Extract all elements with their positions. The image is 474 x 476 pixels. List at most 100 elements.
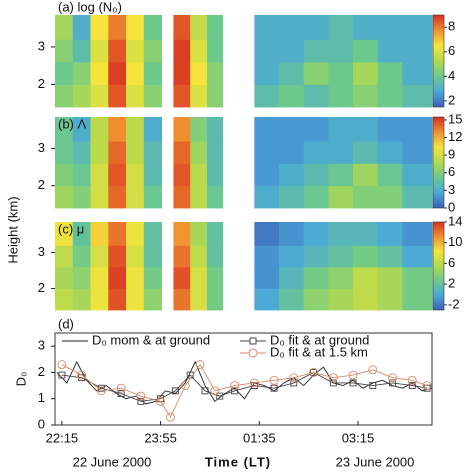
marker [422,381,432,391]
heat-cell [108,245,127,268]
heat-cell [126,288,145,311]
heat-cell [254,39,280,63]
heat-cell [190,288,208,311]
marker [216,392,224,400]
heat-cell [353,117,379,142]
heat-cell [353,222,379,246]
heat-cell [402,84,433,108]
heat-cell [303,288,329,311]
heat-cell [108,117,127,142]
heat-cell [402,61,433,85]
heat-cell [72,185,91,209]
heat-cell [190,61,208,85]
heat-cell [190,245,208,268]
legend-marker [249,337,257,345]
heat-cell [143,288,162,311]
heat-cell [55,141,74,164]
heat-cell [402,185,433,209]
heat-cell [328,141,354,164]
heat-cell [353,288,379,311]
y-tick-label: 3 [38,338,45,353]
heat-cell [190,222,208,246]
marker [408,382,416,390]
heat-cell [90,185,109,209]
marker [290,379,298,387]
marker [328,373,338,383]
heat-cell [402,222,433,246]
marker [166,412,175,422]
heat-cell [173,15,191,40]
y-axis-title: Height (km) [5,196,20,263]
heat-cell [190,117,208,142]
heat-cell [206,163,224,187]
y-tick-label: 2 [38,364,45,379]
heat-cell [173,84,191,108]
marker [117,390,125,397]
heat-cell [206,15,224,40]
heat-cell [402,163,433,187]
y-tick-label: 3 [38,38,45,53]
heat-cell [108,141,127,164]
heat-cell [303,15,329,40]
colorbar-label: -2 [448,296,460,311]
heat-cell [72,266,91,289]
marker [329,379,337,387]
heat-cell [328,39,354,63]
colorbar-label: 9 [448,147,455,162]
heat-cell [126,163,145,187]
heat-cell [377,141,403,164]
heat-cell [402,288,433,311]
marker [389,379,396,387]
heat-cell [206,185,224,209]
heat-cell [143,163,162,187]
heat-cell [377,61,403,85]
heat-cell [303,61,329,85]
heat-cell [303,163,329,187]
heat-cell [206,288,224,311]
heat-cell [303,185,329,209]
heat-cell [279,222,305,246]
marker [77,370,87,380]
heat-cell [143,222,162,246]
heat-cell [173,39,191,63]
heat-cell [90,141,109,164]
heat-cell [353,61,379,85]
heat-cell [279,245,305,268]
heat-cell [377,288,403,311]
panel-label: (a) log (N₀) [58,0,122,14]
heat-cell [173,163,191,187]
heat-cell [72,245,91,268]
marker [180,381,190,391]
heat-cell [377,84,403,108]
heat-cell [126,39,145,63]
heat-cell [108,185,127,209]
marker [137,397,145,405]
heat-cell [90,61,109,85]
heat-cell [353,185,379,209]
heat-cell [126,245,145,268]
heat-cell [126,117,145,142]
heat-cell [90,15,109,40]
marker [269,375,279,385]
heat-cell [303,84,329,108]
heat-cell [190,266,208,289]
colorbar-label: 6 [448,164,455,179]
heat-cell [377,185,403,209]
heat-cell [90,84,109,108]
heat-cell [143,39,162,63]
y-axis-title: D₀ [13,372,28,387]
marker [156,396,166,406]
marker [230,381,240,391]
x-tick-label: 03:15 [342,430,375,445]
marker [388,373,397,383]
panel-label: (c) μ [58,221,84,236]
heat-cell [303,141,329,164]
y-tick-label: 3 [38,244,45,259]
heat-cell [402,245,433,268]
heat-cell [108,84,127,108]
heat-cell [353,266,379,289]
colorbar [432,116,445,209]
heat-cell [402,117,433,142]
heat-cell [206,222,224,246]
